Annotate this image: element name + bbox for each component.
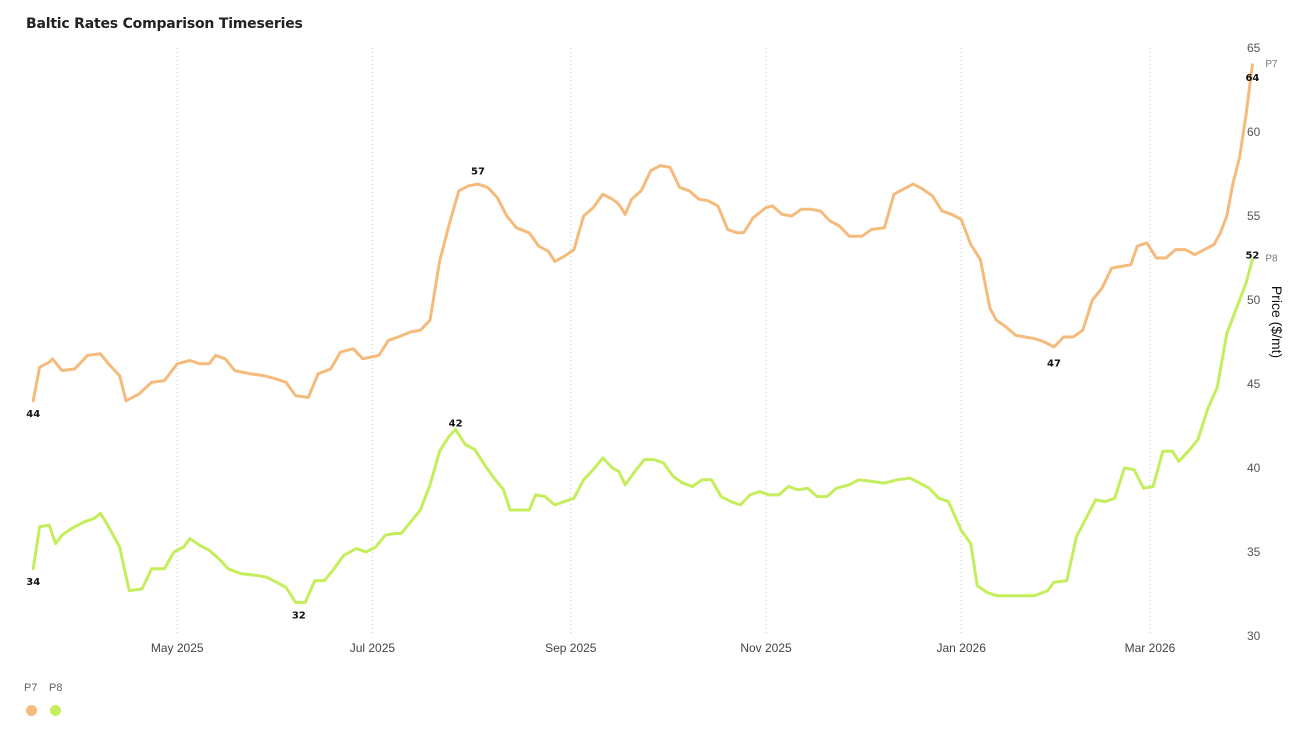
- legend-dot-p8: [50, 705, 61, 716]
- chart-title: Baltic Rates Comparison Timeseries: [26, 16, 303, 32]
- data-label: 52: [1245, 250, 1259, 261]
- legend-dot-p7: [26, 705, 37, 716]
- series-end-label: P7: [1265, 59, 1278, 70]
- data-labels: 44 57 47 64 34 32 42 52: [26, 73, 1259, 622]
- data-label: 34: [26, 577, 40, 588]
- data-label: 42: [449, 418, 463, 429]
- x-tick-label: Nov 2025: [740, 641, 792, 655]
- series-end-label: P8: [1265, 254, 1278, 265]
- y-tick-label: 45: [1247, 377, 1261, 391]
- data-label: 44: [26, 409, 40, 420]
- series-line-p8: [31, 258, 1254, 604]
- x-tick-label: Mar 2026: [1125, 641, 1176, 655]
- y-tick-label: 50: [1247, 293, 1261, 307]
- y-tick-label: 40: [1247, 461, 1261, 475]
- series-lines: [31, 63, 1254, 604]
- legend-item-p7[interactable]: P7: [24, 682, 64, 722]
- y-axis-tick-labels: 30 35 40 45 50 55 60 65: [1247, 41, 1261, 643]
- legend-label-p8: P8: [49, 682, 63, 694]
- x-tick-label: May 2025: [151, 641, 204, 655]
- series-end-labels: P7 P8: [1265, 59, 1278, 265]
- y-tick-label: 30: [1247, 629, 1261, 643]
- x-tick-label: Sep 2025: [545, 641, 597, 655]
- y-axis-title: Price ($/mt): [1269, 286, 1285, 358]
- x-tick-label: Jan 2026: [937, 641, 987, 655]
- legend-item-p8[interactable]: P8: [49, 682, 89, 722]
- x-axis-tick-labels: May 2025 Jul 2025 Sep 2025 Nov 2025 Jan 2026…: [151, 641, 1176, 655]
- vertical-gridlines: [176, 48, 1151, 636]
- legend-label-p7: P7: [24, 682, 38, 694]
- series-line-p7: [31, 63, 1254, 403]
- data-label: 64: [1245, 73, 1259, 84]
- data-label: 32: [292, 610, 306, 621]
- y-tick-label: 55: [1247, 209, 1261, 223]
- data-label: 57: [471, 166, 485, 177]
- y-tick-label: 60: [1247, 125, 1261, 139]
- data-label: 47: [1047, 358, 1061, 369]
- y-tick-label: 35: [1247, 545, 1261, 559]
- x-tick-label: Jul 2025: [350, 641, 396, 655]
- y-tick-label: 65: [1247, 41, 1261, 55]
